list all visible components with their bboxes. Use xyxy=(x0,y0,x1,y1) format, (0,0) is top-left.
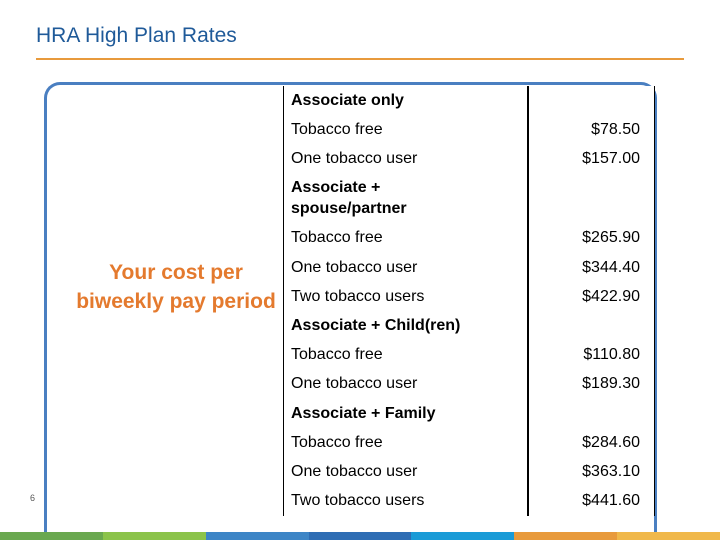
rate-value: $110.80 xyxy=(583,346,640,363)
rate-value: $284.60 xyxy=(582,434,640,451)
rate-value: $265.90 xyxy=(582,229,640,246)
rate-value: $422.90 xyxy=(582,288,640,305)
rates-table: Associate only Tobacco free $78.50 One t… xyxy=(283,86,655,516)
footer-color-strip xyxy=(0,532,720,540)
rate-value: $189.30 xyxy=(582,375,640,392)
rate-label: Tobacco free xyxy=(291,229,383,246)
strip-segment xyxy=(617,532,720,540)
strip-segment xyxy=(205,532,309,540)
column-divider xyxy=(527,86,529,516)
rate-value: $78.50 xyxy=(591,121,640,138)
rate-label: One tobacco user xyxy=(291,463,418,480)
rate-label: Two tobacco users xyxy=(291,288,425,305)
strip-segment xyxy=(411,532,515,540)
content-frame xyxy=(44,82,657,532)
rate-value: $157.00 xyxy=(582,150,640,167)
group-label: Associate only xyxy=(291,92,404,109)
strip-segment xyxy=(102,532,206,540)
rate-label: One tobacco user xyxy=(291,150,418,167)
strip-segment xyxy=(514,532,618,540)
rate-label: Tobacco free xyxy=(291,434,383,451)
title-underline xyxy=(36,58,684,60)
rate-label: Tobacco free xyxy=(291,346,383,363)
rate-label: One tobacco user xyxy=(291,375,418,392)
rate-label: Tobacco free xyxy=(291,121,383,138)
group-label: Associate + spouse/partner xyxy=(291,179,407,217)
rate-label: One tobacco user xyxy=(291,259,418,276)
rate-value: $441.60 xyxy=(582,492,640,509)
slide-title: HRA High Plan Rates xyxy=(36,24,237,47)
rate-value: $344.40 xyxy=(582,259,640,276)
rate-label: Two tobacco users xyxy=(291,492,425,509)
cost-period-label: Your cost per biweekly pay period xyxy=(76,261,276,313)
page-number: 6 xyxy=(30,493,36,503)
group-label: Associate + Child(ren) xyxy=(291,317,461,334)
group-label: Associate + Family xyxy=(291,405,436,422)
strip-segment xyxy=(308,532,412,540)
strip-segment xyxy=(0,532,103,540)
rate-value: $363.10 xyxy=(582,463,640,480)
